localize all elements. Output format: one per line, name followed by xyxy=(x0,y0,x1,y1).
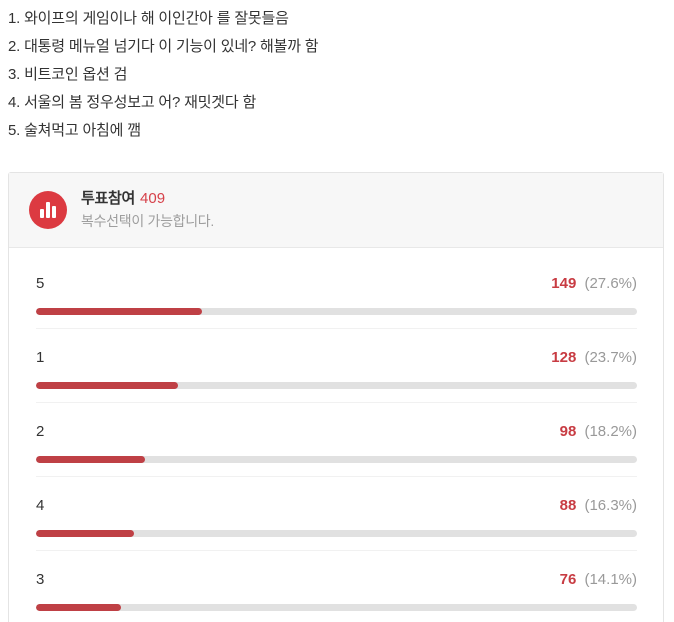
option-result: 98 (18.2%) xyxy=(560,421,637,442)
result-bar-fill xyxy=(36,456,146,463)
poll-row-head: 5 149 (27.6%) xyxy=(36,273,637,294)
poll-header-text: 투표참여 409 복수선택이 가능합니다. xyxy=(81,189,214,231)
poll-participant-count: 409 xyxy=(140,190,166,207)
poll-result-row[interactable]: 2 98 (18.2%) xyxy=(36,403,637,477)
option-result: 76 (14.1%) xyxy=(560,569,637,590)
vote-percent: (27.6%) xyxy=(584,275,637,292)
result-bar-fill xyxy=(36,308,202,315)
bar-chart-icon-bar xyxy=(46,202,50,218)
option-label: 2 xyxy=(36,423,45,440)
vote-count: 128 xyxy=(551,349,577,366)
poll-row-head: 1 128 (23.7%) xyxy=(36,347,637,368)
vote-percent: (23.7%) xyxy=(584,349,637,366)
result-bar-track xyxy=(36,308,637,315)
vote-percent: (18.2%) xyxy=(584,423,637,440)
option-result: 149 (27.6%) xyxy=(551,273,637,294)
list-item: 5. 술쳐먹고 아침에 깸 xyxy=(8,122,141,139)
vote-count: 88 xyxy=(559,497,577,514)
vote-count: 149 xyxy=(551,275,577,292)
poll-title: 투표참여 xyxy=(81,190,136,207)
result-bar-track xyxy=(36,382,637,389)
list-item: 2. 대통령 메뉴얼 넘기다 이 기능이 있네? 해볼까 함 xyxy=(8,38,319,55)
vote-percent: (14.1%) xyxy=(584,571,637,588)
vote-percent: (16.3%) xyxy=(584,497,637,514)
poll-result-row[interactable]: 3 76 (14.1%) xyxy=(36,551,637,622)
vote-count: 98 xyxy=(559,423,577,440)
bar-chart-icon-bar xyxy=(40,209,44,218)
list-item: 3. 비트코인 옵션 검 xyxy=(8,66,128,83)
option-label: 1 xyxy=(36,349,45,366)
bar-chart-icon-bar xyxy=(52,206,56,218)
option-result: 88 (16.3%) xyxy=(560,495,637,516)
poll-result-row[interactable]: 1 128 (23.7%) xyxy=(36,329,637,403)
poll-subtitle: 복수선택이 가능합니다. xyxy=(81,213,214,229)
poll-header: 투표참여 409 복수선택이 가능합니다. xyxy=(9,173,663,248)
poll-row-head: 2 98 (18.2%) xyxy=(36,421,637,442)
poll-row-head: 4 88 (16.3%) xyxy=(36,495,637,516)
option-label: 5 xyxy=(36,275,45,292)
poll-result-row[interactable]: 4 88 (16.3%) xyxy=(36,477,637,551)
option-result: 128 (23.7%) xyxy=(551,347,637,368)
result-bar-track xyxy=(36,456,637,463)
poll-title-line: 투표참여 409 xyxy=(81,189,214,209)
option-label: 4 xyxy=(36,497,45,514)
result-bar-track xyxy=(36,530,637,537)
list-item: 1. 와이프의 게임이나 해 이인간아 를 잘못들음 xyxy=(8,10,289,27)
bar-chart-icon xyxy=(29,191,67,229)
poll-widget: 투표참여 409 복수선택이 가능합니다. 5 149 (27.6%) 1 128… xyxy=(8,172,664,622)
poll-results: 5 149 (27.6%) 1 128 (23.7%) 2 98 (18. xyxy=(9,248,663,622)
result-bar-track xyxy=(36,604,637,611)
list-item: 4. 서울의 봄 정우성보고 어? 재밋겟다 함 xyxy=(8,94,257,111)
vote-count: 76 xyxy=(559,571,577,588)
result-bar-fill xyxy=(36,530,134,537)
poll-row-head: 3 76 (14.1%) xyxy=(36,569,637,590)
result-bar-fill xyxy=(36,382,179,389)
poll-options-list: 1. 와이프의 게임이나 해 이인간아 를 잘못들음 2. 대통령 메뉴얼 넘기… xyxy=(0,0,674,145)
option-label: 3 xyxy=(36,571,45,588)
result-bar-fill xyxy=(36,604,121,611)
poll-result-row[interactable]: 5 149 (27.6%) xyxy=(36,255,637,329)
